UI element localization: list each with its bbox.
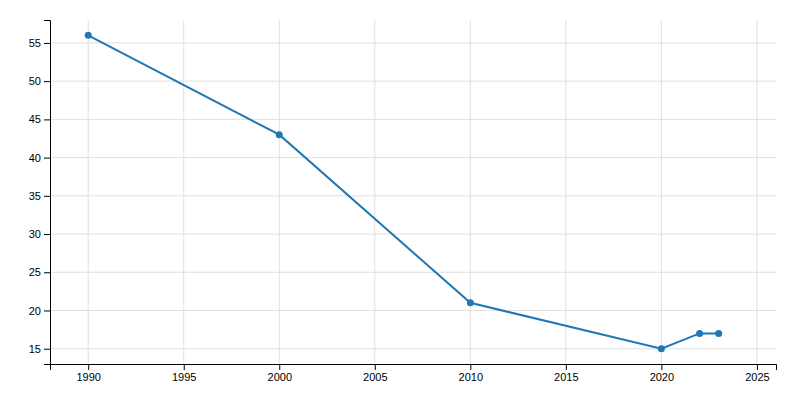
tick: 2005	[363, 364, 387, 383]
tick: 2020	[650, 364, 674, 383]
tick: 2015	[554, 364, 578, 383]
tick: 2000	[268, 364, 292, 383]
point	[467, 299, 474, 306]
tick-mark	[88, 364, 89, 370]
grid-line	[50, 348, 776, 349]
chart: 1990199520002005201020152020202515202530…	[0, 0, 800, 400]
line	[88, 35, 718, 348]
tick: 15	[29, 343, 50, 355]
tick-label: 2000	[268, 371, 292, 383]
point	[696, 330, 703, 337]
tick-label: 20	[29, 305, 41, 317]
tick-label: 1995	[172, 371, 196, 383]
x-axis-line	[51, 365, 777, 371]
tick-label: 2025	[745, 371, 769, 383]
tick: 50	[29, 75, 50, 87]
grid	[50, 20, 776, 364]
plot-area	[85, 32, 722, 352]
tick: 1995	[172, 364, 196, 383]
tick-label: 35	[29, 190, 41, 202]
tick-mark	[44, 119, 50, 120]
grid-line	[50, 272, 776, 273]
grid-line	[50, 157, 776, 158]
grid-line	[50, 119, 776, 120]
grid-line	[279, 20, 280, 364]
tick-mark	[661, 364, 662, 370]
grid-line	[756, 20, 757, 364]
tick-mark	[44, 234, 50, 235]
tick: 2010	[459, 364, 483, 383]
tick: 2025	[745, 364, 769, 383]
tick-mark	[375, 364, 376, 370]
tick-mark	[44, 196, 50, 197]
tick-mark	[184, 364, 185, 370]
y-axis-line	[44, 21, 51, 365]
tick-label: 30	[29, 228, 41, 240]
tick-mark	[566, 364, 567, 370]
grid-line	[50, 234, 776, 235]
grid-line	[374, 20, 375, 364]
tick-mark	[44, 272, 50, 273]
tick-mark	[44, 310, 50, 311]
tick-label: 25	[29, 266, 41, 278]
point	[658, 345, 665, 352]
point	[715, 330, 722, 337]
tick-label: 55	[29, 37, 41, 49]
tick-label: 1990	[76, 371, 100, 383]
tick: 40	[29, 152, 50, 164]
tick-label: 2015	[554, 371, 578, 383]
tick-label: 45	[29, 113, 41, 125]
tick-label: 15	[29, 343, 41, 355]
tick: 35	[29, 190, 50, 202]
grid-line	[661, 20, 662, 364]
tick: 1990	[76, 364, 100, 383]
tick-label: 2020	[650, 371, 674, 383]
tick: 20	[29, 305, 50, 317]
tick-mark	[757, 364, 758, 370]
grid-line	[565, 20, 566, 364]
tick-label: 50	[29, 75, 41, 87]
grid-line	[470, 20, 471, 364]
tick-label: 2010	[459, 371, 483, 383]
grid-line	[50, 310, 776, 311]
tick: 30	[29, 228, 50, 240]
tick-label: 40	[29, 152, 41, 164]
tick-mark	[44, 43, 50, 44]
tick-mark	[44, 158, 50, 159]
tick: 55	[29, 37, 50, 49]
tick-label: 2005	[363, 371, 387, 383]
grid-line	[50, 81, 776, 82]
y-axis: 15 20 25 30 35 40 45 50 55	[29, 21, 51, 365]
tick: 45	[29, 113, 50, 125]
x-axis: 1990 1995 2000 2005 2010 2015 2020 2025	[51, 364, 777, 383]
point	[276, 131, 283, 138]
grid-line	[50, 195, 776, 196]
tick-mark	[44, 81, 50, 82]
grid-line	[88, 20, 89, 364]
point	[85, 32, 92, 39]
grid-line	[183, 20, 184, 364]
tick: 25	[29, 266, 50, 278]
tick-mark	[279, 364, 280, 370]
tick-mark	[44, 349, 50, 350]
grid-line	[50, 42, 776, 43]
tick-mark	[470, 364, 471, 370]
